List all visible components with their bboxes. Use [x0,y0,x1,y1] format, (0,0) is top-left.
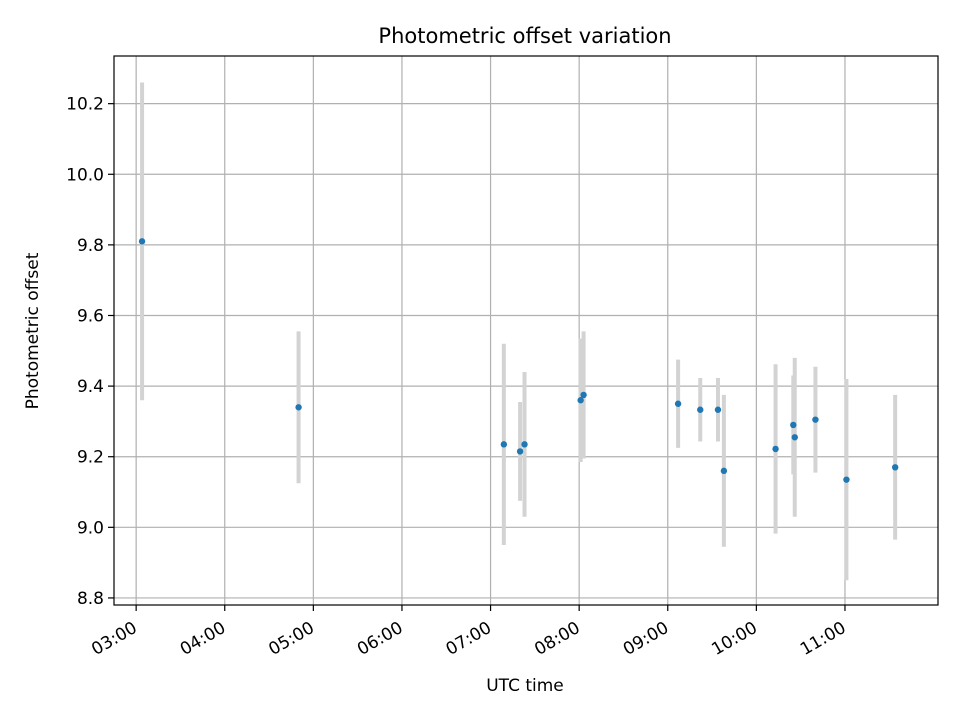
y-axis-ticks: 8.8 9.0 9.2 9.4 9.6 9.8 10.0 10.2 [66,95,114,609]
data-point [295,404,302,411]
data-point [500,441,508,448]
y-tick-label: 10.2 [66,95,104,115]
data-point [891,464,899,471]
x-axis-label: UTC time [486,676,564,696]
data-point [791,434,798,441]
data-points [138,238,899,483]
data-point [521,441,528,448]
data-point [812,416,819,423]
data-point [577,397,584,404]
data-point [697,406,704,413]
data-point [772,445,779,453]
data-point [790,421,797,429]
data-point [138,238,146,245]
y-tick-label: 9.0 [77,518,104,538]
data-point [674,400,682,407]
y-tick-label: 10.0 [66,165,104,185]
y-tick-label: 9.2 [77,448,104,468]
data-point [714,406,722,413]
grid [114,56,938,605]
y-tick-label: 9.6 [77,306,104,326]
data-point [720,467,728,475]
y-axis-label: Photometric offset [23,252,43,409]
chart-title: Photometric offset variation [378,24,671,48]
y-tick-label: 9.4 [77,377,104,397]
data-point [516,448,524,455]
data-point [843,476,850,483]
y-tick-label: 8.8 [77,589,104,609]
plot-frame [113,55,939,606]
y-tick-label: 9.8 [77,236,104,256]
data-point [580,391,587,399]
